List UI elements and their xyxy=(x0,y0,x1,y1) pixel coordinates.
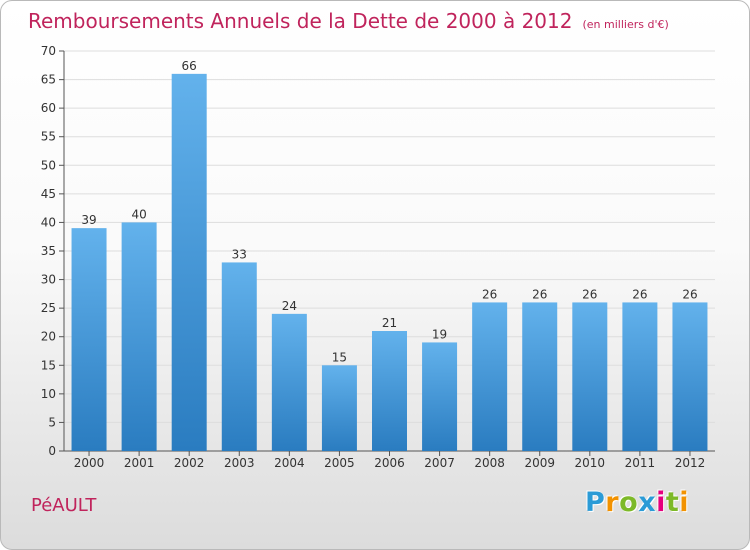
bar xyxy=(522,302,558,451)
bar xyxy=(221,262,257,451)
y-tick-label: 5 xyxy=(48,415,56,429)
x-tick-label: 2000 xyxy=(74,456,105,470)
data-label: 26 xyxy=(532,287,547,301)
bar xyxy=(121,222,157,451)
bar xyxy=(672,302,708,451)
x-tick-label: 2006 xyxy=(374,456,405,470)
y-tick-label: 0 xyxy=(48,444,56,458)
data-label: 26 xyxy=(632,287,647,301)
y-tick-label: 70 xyxy=(41,44,56,58)
data-label: 19 xyxy=(432,327,447,341)
data-label: 21 xyxy=(382,316,397,330)
y-tick-label: 10 xyxy=(41,387,56,401)
bar xyxy=(271,313,307,451)
y-tick-label: 30 xyxy=(41,273,56,287)
data-label: 24 xyxy=(282,299,297,313)
x-tick-label: 2002 xyxy=(174,456,205,470)
x-tick-label: 2010 xyxy=(575,456,606,470)
commune-name: PéAULT xyxy=(31,495,97,516)
y-tick-label: 25 xyxy=(41,301,56,315)
logo-letter: r xyxy=(605,487,620,518)
title-unit: (en milliers d'€) xyxy=(582,18,669,31)
y-tick-label: 35 xyxy=(41,244,56,258)
bar xyxy=(71,228,107,451)
y-tick-label: 45 xyxy=(41,187,56,201)
x-tick-label: 2008 xyxy=(474,456,505,470)
chart-title: Remboursements Annuels de la Dette de 20… xyxy=(28,9,669,33)
bar xyxy=(372,331,407,451)
x-tick-label: 2007 xyxy=(424,456,455,470)
bar xyxy=(622,302,658,451)
x-tick-label: 2011 xyxy=(625,456,656,470)
data-label: 15 xyxy=(332,350,347,364)
data-label: 39 xyxy=(81,213,96,227)
y-tick-label: 50 xyxy=(41,158,56,172)
x-tick-label: 2012 xyxy=(675,456,706,470)
bar xyxy=(572,302,608,451)
logo-letter: t xyxy=(665,487,680,518)
bar xyxy=(171,73,207,451)
data-label: 33 xyxy=(232,247,247,261)
x-tick-label: 2009 xyxy=(524,456,555,470)
logo-letter: o xyxy=(619,487,639,518)
bar xyxy=(422,342,458,451)
logo-letter: i xyxy=(656,487,666,518)
data-label: 66 xyxy=(182,59,197,73)
x-tick-label: 2003 xyxy=(224,456,255,470)
x-tick-label: 2005 xyxy=(324,456,355,470)
logo-letter: i xyxy=(679,487,690,518)
title-text: Remboursements Annuels de la Dette de 20… xyxy=(28,9,573,33)
logo-letter: P xyxy=(585,487,606,518)
data-label: 26 xyxy=(682,287,697,301)
y-tick-label: 40 xyxy=(41,215,56,229)
data-label: 40 xyxy=(131,207,146,221)
logo-letter: x xyxy=(638,487,657,518)
data-label: 26 xyxy=(482,287,497,301)
y-tick-label: 15 xyxy=(41,358,56,372)
data-label: 26 xyxy=(582,287,597,301)
y-tick-label: 60 xyxy=(41,101,56,115)
x-tick-label: 2001 xyxy=(124,456,155,470)
proxiti-logo: Proxiti xyxy=(585,487,689,518)
bar xyxy=(321,365,357,451)
x-tick-label: 2004 xyxy=(274,456,305,470)
y-tick-label: 55 xyxy=(41,130,56,144)
y-tick-label: 20 xyxy=(41,330,56,344)
bar xyxy=(472,302,508,451)
y-tick-label: 65 xyxy=(41,73,56,87)
